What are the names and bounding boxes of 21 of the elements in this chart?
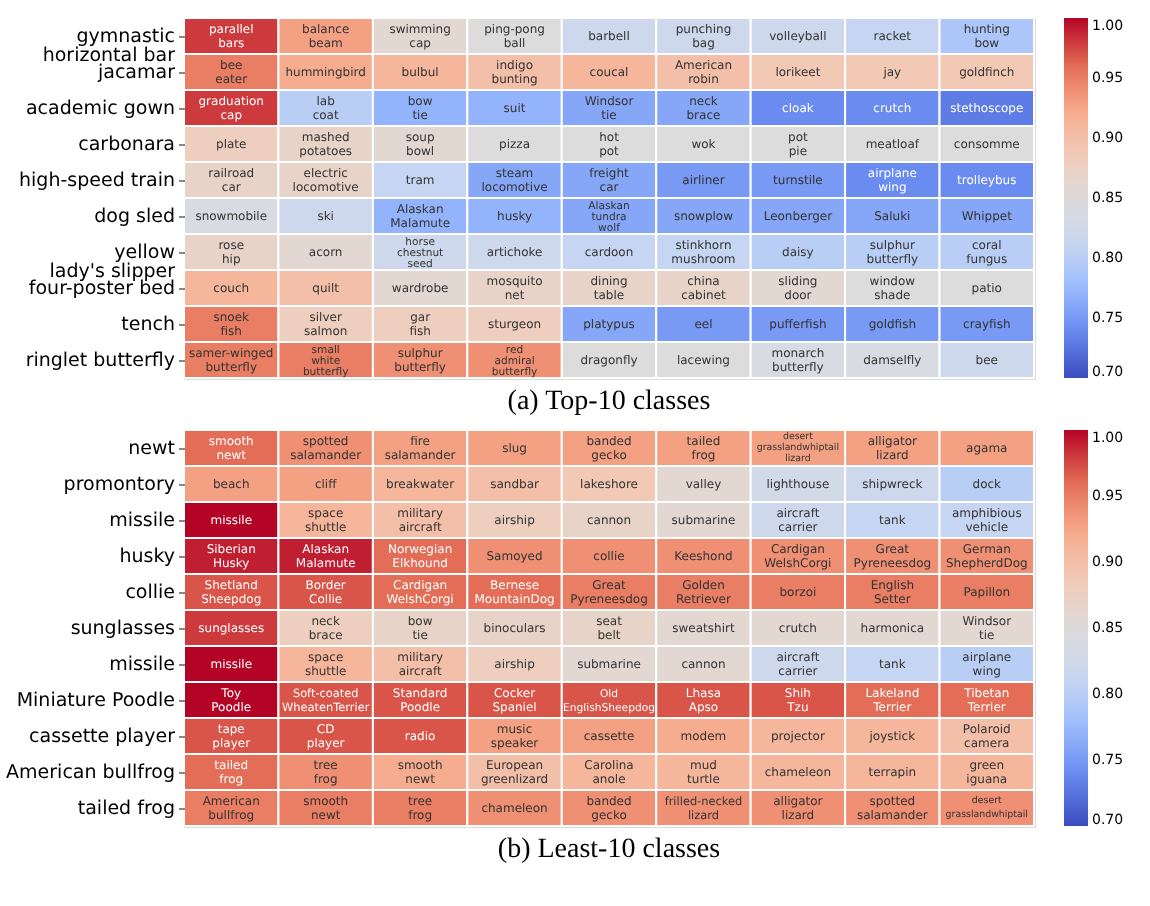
y-tick-label: sunglasses: [70, 618, 176, 640]
y-tick-label: missile: [109, 510, 176, 532]
y-tick-label: academic gown: [25, 98, 175, 120]
text: (a) Top-10 classes: [507, 387, 711, 417]
y-tick-label: four-poster bed: [28, 278, 175, 300]
y-tick-label: newt: [128, 438, 176, 460]
y-tick-label: collie: [125, 582, 176, 604]
y-tick-label: dog sled: [94, 206, 175, 228]
y-tick-label: carbonara: [78, 134, 175, 156]
y-tick-label: promontory: [63, 474, 176, 496]
y-tick-label: tench: [121, 314, 175, 336]
y-tick-label: high-speed train: [19, 170, 175, 192]
y-tick-label: ringlet butterfly: [25, 350, 176, 372]
y-tick-label: jacamar: [96, 62, 176, 84]
y-tick-label: American bullfrog: [6, 762, 175, 784]
y-tick-label: cassette player: [29, 726, 176, 748]
y-tick-label: missile: [109, 654, 176, 676]
y-tick-label: husky: [119, 546, 176, 568]
y-tick-label: tailed frog: [77, 798, 175, 820]
y-tick-label: Miniature Poodle: [16, 690, 176, 712]
text: (b) Least-10 classes: [497, 835, 721, 865]
